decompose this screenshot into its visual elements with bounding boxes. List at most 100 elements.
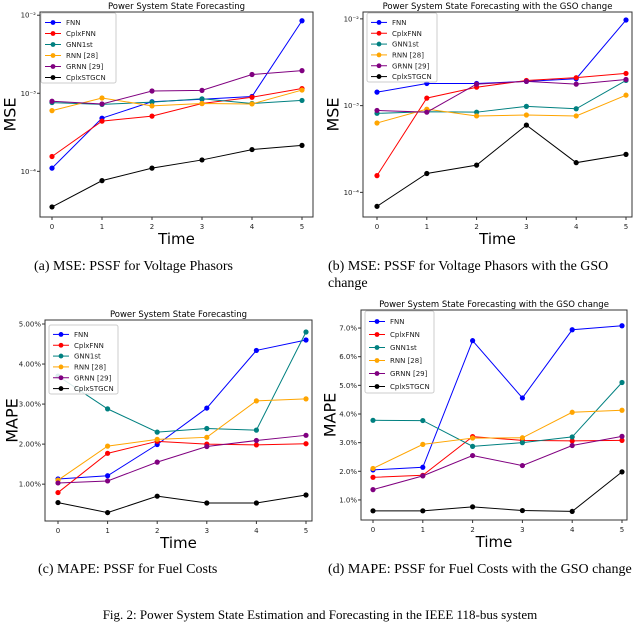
legend-label: CplxFNN bbox=[390, 331, 420, 339]
legend-label: GRNN [29] bbox=[66, 63, 104, 71]
legend-marker bbox=[50, 20, 56, 25]
data-point bbox=[424, 170, 430, 177]
data-point bbox=[303, 337, 309, 343]
caption-d: (d) MAPE: PSSF for Fuel Costs with the G… bbox=[328, 562, 632, 577]
data-point bbox=[523, 78, 530, 85]
data-point bbox=[253, 500, 259, 506]
legend-label: CplxFNN bbox=[392, 30, 422, 38]
legend-marker bbox=[376, 20, 382, 25]
legend-label: RNN [28] bbox=[390, 357, 422, 365]
legend-label: CplxSTGCN bbox=[392, 73, 432, 81]
data-point bbox=[55, 499, 61, 506]
data-point bbox=[105, 443, 111, 449]
legend-label: GRNN [29] bbox=[390, 370, 428, 378]
chart-d: Power System State Forecasting with the … bbox=[321, 300, 628, 551]
data-point bbox=[374, 173, 380, 179]
data-point bbox=[470, 452, 476, 459]
legend-label: FNN bbox=[392, 19, 407, 27]
data-point bbox=[149, 165, 155, 171]
x-tick-label: 3 bbox=[520, 526, 524, 534]
x-tick-label: 4 bbox=[250, 223, 255, 231]
data-point bbox=[569, 442, 575, 449]
data-point bbox=[299, 97, 305, 104]
x-axis-label: Time bbox=[157, 230, 195, 248]
data-point bbox=[420, 464, 426, 470]
x-tick-label: 2 bbox=[150, 223, 154, 231]
chart-c: Power System State Forecasting 0 1 2 3 4 5 1.00… bbox=[3, 310, 313, 552]
x-tick-label: 2 bbox=[474, 223, 478, 231]
axes-frame bbox=[44, 319, 313, 522]
y-tick-label: 10⁻² bbox=[344, 15, 360, 23]
figure-caption: Fig. 2: Power System State Estimation an… bbox=[102, 607, 538, 622]
y-tick-label: 3.0% bbox=[339, 439, 357, 447]
data-point bbox=[199, 96, 205, 102]
data-point bbox=[619, 407, 625, 413]
legend-marker bbox=[374, 319, 380, 324]
series-line-3 bbox=[51, 89, 303, 112]
y-tick-label: 7.0% bbox=[339, 325, 357, 333]
y-axis-label: MSE bbox=[324, 97, 343, 131]
x-tick-label: 0 bbox=[50, 223, 54, 231]
data-point bbox=[149, 113, 155, 119]
y-tick-label: 5.00% bbox=[19, 321, 42, 329]
data-point bbox=[303, 441, 309, 447]
data-point bbox=[253, 398, 259, 404]
legend-label: CplxFNN bbox=[74, 342, 104, 350]
x-axis-label: Time bbox=[478, 230, 516, 248]
series-line-2 bbox=[51, 98, 303, 105]
data-point bbox=[99, 178, 105, 184]
y-tick-label: 1.0% bbox=[339, 496, 357, 504]
y-tick-label: 1.00% bbox=[19, 481, 42, 489]
legend-label: RNN [28] bbox=[66, 52, 98, 60]
chart-title: Power System State Forecasting bbox=[108, 2, 245, 12]
data-point bbox=[249, 101, 255, 107]
data-point bbox=[470, 443, 476, 449]
chart-title: Power System State Forecasting with the … bbox=[379, 300, 609, 310]
caption-b: (b) MSE: PSSF for Voltage Phasors with t… bbox=[328, 259, 609, 291]
legend: FNN CplxFNN GNN1st RNN [28] GRNN [29] CplxSTG… bbox=[366, 12, 438, 83]
series-line-5 bbox=[57, 494, 307, 514]
data-point bbox=[619, 437, 625, 443]
series-line-2 bbox=[372, 382, 623, 447]
data-point bbox=[374, 107, 380, 114]
legend-label: GNN1st bbox=[74, 353, 101, 361]
x-tick-label: 4 bbox=[574, 223, 579, 231]
x-tick-label: 5 bbox=[304, 527, 308, 535]
x-tick-label: 3 bbox=[200, 223, 204, 231]
legend-label: CplxSTGCN bbox=[390, 383, 430, 391]
y-tick-label: 6.0% bbox=[339, 353, 357, 361]
data-point bbox=[253, 437, 259, 444]
legend-box bbox=[48, 324, 119, 395]
data-point bbox=[623, 76, 629, 83]
legend-marker bbox=[374, 332, 380, 337]
data-point bbox=[299, 142, 305, 148]
x-tick-label: 0 bbox=[371, 526, 375, 534]
x-tick-label: 5 bbox=[620, 526, 624, 534]
data-point bbox=[154, 493, 160, 499]
data-point bbox=[49, 98, 55, 104]
data-point bbox=[623, 151, 629, 157]
legend-marker bbox=[50, 64, 56, 69]
legend-marker bbox=[58, 375, 64, 381]
legend-marker bbox=[50, 75, 56, 80]
data-point bbox=[199, 157, 205, 163]
data-point bbox=[523, 112, 530, 118]
y-tick-label: 4.0% bbox=[339, 410, 357, 418]
x-axis-label: Time bbox=[159, 534, 197, 552]
data-point bbox=[299, 68, 305, 74]
caption-a: (a) MSE: PSSF for Voltage Phasors bbox=[34, 259, 234, 274]
legend-label: CplxFNN bbox=[66, 30, 96, 38]
data-point bbox=[474, 162, 480, 168]
axes-frame bbox=[362, 11, 633, 218]
data-point bbox=[99, 95, 105, 101]
y-tick-label: 2.0% bbox=[339, 468, 357, 476]
data-point bbox=[623, 70, 629, 77]
data-point bbox=[523, 122, 530, 128]
data-point bbox=[569, 508, 575, 515]
series-line-4 bbox=[57, 434, 307, 484]
legend-marker bbox=[374, 384, 380, 389]
data-point bbox=[370, 474, 376, 480]
data-point bbox=[55, 480, 61, 486]
data-point bbox=[474, 113, 480, 119]
data-point bbox=[370, 417, 376, 423]
